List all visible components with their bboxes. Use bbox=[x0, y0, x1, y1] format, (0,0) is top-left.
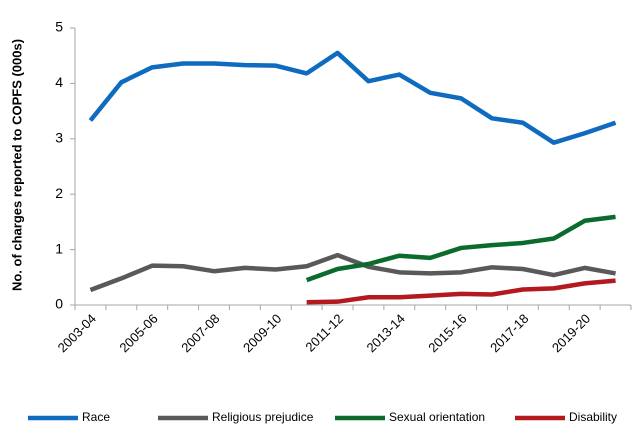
x-tick-label: 2009-10 bbox=[240, 311, 284, 355]
y-tick-label: 0 bbox=[55, 296, 63, 312]
legend-label: Race bbox=[82, 410, 110, 424]
x-tick-label: 2013-14 bbox=[364, 311, 408, 355]
line-series bbox=[306, 278, 616, 305]
y-axis-title: No. of charges reported to COPFS (000s) bbox=[9, 39, 24, 291]
x-tick-label: 2011-12 bbox=[302, 311, 346, 355]
x-tick-label: 2019-20 bbox=[549, 311, 593, 355]
line-series bbox=[89, 252, 616, 293]
y-tick-label: 2 bbox=[55, 185, 63, 201]
y-tick-label: 5 bbox=[55, 19, 63, 35]
x-tick-label: 2003-04 bbox=[55, 311, 99, 355]
x-tick-label: 2005-06 bbox=[116, 311, 160, 355]
y-tick-label: 3 bbox=[55, 130, 63, 146]
y-tick-label: 1 bbox=[55, 240, 63, 256]
line-series bbox=[88, 50, 617, 145]
legend-label: Religious prejudice bbox=[212, 410, 314, 424]
x-tick-label: 2017-18 bbox=[487, 311, 531, 355]
x-tick-label: 2007-08 bbox=[178, 311, 222, 355]
legend-label: Disability bbox=[569, 410, 617, 424]
line-series bbox=[305, 214, 616, 283]
x-tick-label: 2015-16 bbox=[425, 311, 469, 355]
y-tick-label: 4 bbox=[55, 74, 63, 90]
legend-label: Sexual orientation bbox=[389, 410, 485, 424]
